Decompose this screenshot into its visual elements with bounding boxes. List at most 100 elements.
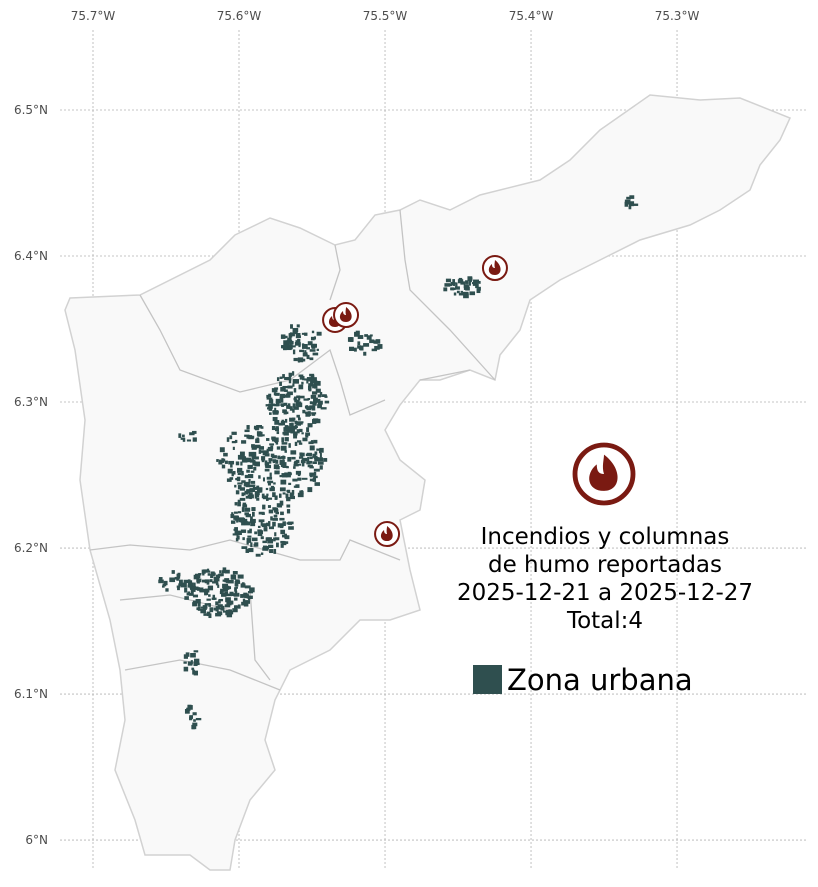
urban-patch bbox=[302, 409, 306, 414]
urban-patch bbox=[252, 453, 257, 456]
urban-patch bbox=[189, 585, 196, 590]
urban-patch bbox=[272, 521, 276, 527]
urban-patch bbox=[182, 434, 185, 438]
urban-patch bbox=[468, 281, 471, 286]
urban-patch bbox=[234, 530, 239, 534]
urban-patch bbox=[296, 324, 300, 328]
urban-patch bbox=[293, 379, 300, 384]
urban-patch bbox=[301, 332, 305, 335]
urban-patch bbox=[289, 408, 295, 411]
urban-patch bbox=[266, 448, 269, 454]
urban-patch bbox=[176, 577, 179, 581]
urban-patch bbox=[255, 438, 260, 444]
urban-patch bbox=[254, 491, 260, 496]
urban-patch bbox=[203, 613, 207, 616]
urban-patch bbox=[280, 543, 284, 548]
urban-patch bbox=[307, 464, 313, 468]
urban-patch bbox=[245, 457, 252, 463]
urban-patch bbox=[456, 290, 460, 294]
urban-patch bbox=[234, 597, 238, 601]
urban-patch bbox=[292, 329, 298, 335]
urban-patch bbox=[314, 451, 318, 455]
urban-patch bbox=[320, 407, 327, 410]
urban-patch bbox=[248, 451, 254, 457]
urban-patch bbox=[215, 607, 221, 610]
urban-patch bbox=[218, 459, 225, 463]
urban-patch bbox=[264, 460, 268, 465]
urban-patch bbox=[294, 441, 298, 446]
urban-patch bbox=[282, 474, 288, 478]
urban-patch bbox=[193, 670, 198, 676]
urban-patch bbox=[178, 579, 183, 585]
urban-patch bbox=[187, 584, 192, 588]
urban-patch bbox=[228, 586, 232, 590]
urban-patch bbox=[301, 432, 304, 435]
urban-patch bbox=[202, 605, 207, 610]
urban-patch bbox=[224, 569, 230, 574]
urban-patch bbox=[204, 591, 209, 595]
urban-patch bbox=[190, 653, 196, 658]
urban-patch bbox=[314, 482, 320, 486]
urban-patch bbox=[287, 391, 293, 396]
urban-patch bbox=[282, 492, 286, 495]
urban-patch bbox=[176, 585, 181, 588]
urban-patch bbox=[242, 598, 246, 603]
legend-title: Total:4 bbox=[566, 608, 643, 634]
urban-patch bbox=[293, 406, 299, 410]
urban-patch bbox=[206, 579, 210, 585]
urban-patch bbox=[271, 436, 276, 440]
urban-patch bbox=[202, 571, 205, 576]
urban-patch bbox=[251, 537, 258, 542]
urban-patch bbox=[309, 405, 314, 409]
urban-patch bbox=[457, 279, 464, 284]
urban-patch bbox=[248, 548, 254, 553]
urban-patch bbox=[250, 470, 255, 473]
urban-patch bbox=[192, 602, 198, 607]
urban-patch bbox=[261, 523, 267, 528]
urban-patch bbox=[628, 201, 635, 207]
urban-patch bbox=[316, 448, 321, 451]
urban-patch bbox=[193, 719, 196, 722]
urban-patch bbox=[208, 594, 211, 597]
urban-patch bbox=[192, 722, 198, 727]
urban-patch bbox=[268, 393, 272, 398]
urban-patch bbox=[293, 357, 298, 362]
urban-patch bbox=[231, 441, 237, 444]
urban-patch bbox=[270, 516, 273, 521]
urban-patch bbox=[353, 347, 357, 352]
urban-patch bbox=[293, 461, 298, 465]
urban-patch bbox=[196, 573, 201, 579]
urban-patch bbox=[276, 542, 279, 548]
urban-patch bbox=[296, 429, 300, 434]
urban-patch bbox=[183, 579, 190, 583]
urban-patch bbox=[282, 521, 286, 526]
urban-patch bbox=[230, 513, 235, 519]
urban-patch bbox=[204, 588, 210, 593]
urban-patch bbox=[303, 398, 309, 401]
urban-patch bbox=[267, 505, 271, 508]
urban-patch bbox=[254, 494, 258, 499]
urban-patch bbox=[312, 461, 317, 465]
urban-patch bbox=[246, 538, 252, 543]
urban-patch bbox=[312, 384, 315, 389]
urban-patch bbox=[465, 280, 469, 284]
urban-patch bbox=[235, 461, 240, 466]
urban-patch bbox=[227, 579, 234, 584]
urban-patch bbox=[309, 478, 315, 482]
urban-patch bbox=[220, 605, 225, 611]
urban-patch bbox=[257, 529, 262, 534]
urban-patch bbox=[209, 607, 214, 613]
urban-patch bbox=[301, 343, 305, 346]
urban-patch bbox=[276, 446, 281, 450]
urban-patch bbox=[283, 409, 287, 415]
urban-patch bbox=[207, 585, 214, 591]
urban-patch bbox=[319, 447, 324, 453]
urban-patch bbox=[274, 496, 278, 500]
urban-patch bbox=[292, 425, 296, 430]
urban-patch bbox=[274, 407, 277, 413]
urban-patch bbox=[253, 426, 260, 430]
urban-patch bbox=[284, 427, 289, 431]
urban-patch bbox=[237, 530, 242, 536]
urban-patch bbox=[317, 380, 321, 386]
urban-patch bbox=[200, 608, 206, 614]
